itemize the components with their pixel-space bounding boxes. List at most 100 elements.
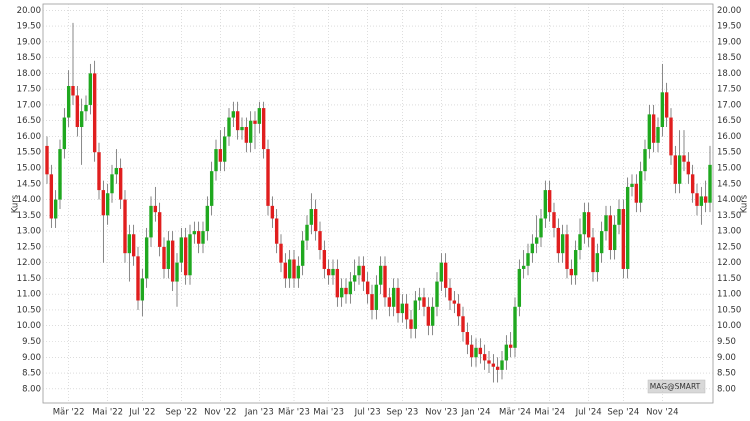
candle-body xyxy=(205,205,210,232)
y-tick-label-right: 17.50 xyxy=(717,85,741,95)
y-tick-label: 18.50 xyxy=(17,53,41,63)
candle-body xyxy=(595,253,600,273)
y-tick-label: 10.50 xyxy=(17,305,41,315)
candle-body xyxy=(690,174,695,194)
candle-body xyxy=(630,183,634,187)
candle-body xyxy=(643,149,647,172)
y-tick-label: 17.50 xyxy=(17,85,41,95)
candle-body xyxy=(339,287,344,298)
candle-body xyxy=(638,171,643,203)
candle-body xyxy=(682,155,686,162)
candle-body xyxy=(352,275,357,282)
y-tick-label-right: 16.50 xyxy=(717,116,741,126)
y-tick-label: 13.50 xyxy=(17,211,41,221)
y-tick-label: 15.50 xyxy=(17,148,41,158)
candle-body xyxy=(322,250,327,269)
candle-body xyxy=(413,300,418,329)
candle-body xyxy=(166,240,171,269)
candle-body xyxy=(539,218,543,238)
candle-body xyxy=(136,256,140,301)
candle-body xyxy=(422,297,426,307)
candle-body xyxy=(664,92,669,118)
candle-body xyxy=(175,262,179,282)
candle-body xyxy=(452,300,457,304)
candle-body xyxy=(248,120,253,143)
candle-body xyxy=(140,278,145,301)
candle-body xyxy=(686,161,691,175)
candle-body xyxy=(53,199,58,219)
candle-body xyxy=(62,117,67,150)
y-axis-label-right: Kurs xyxy=(740,194,750,213)
candle-body xyxy=(45,145,49,175)
candle-body xyxy=(409,319,413,329)
candles xyxy=(45,22,712,383)
candle-body xyxy=(608,215,613,251)
candle-body xyxy=(391,287,396,307)
y-tick-label-right: 17.00 xyxy=(717,100,741,110)
candle-body xyxy=(344,287,348,295)
candle-body xyxy=(66,86,71,118)
candle-body xyxy=(287,259,292,279)
watermark-box xyxy=(647,379,706,394)
candle-body xyxy=(621,209,626,269)
candle-body xyxy=(651,114,656,143)
y-tick-label-right: 13.50 xyxy=(717,211,741,221)
candle-body xyxy=(634,183,639,203)
y-tick-label: 12.00 xyxy=(17,258,41,268)
y-tick-label: 8.50 xyxy=(22,369,41,379)
candle-body xyxy=(383,265,387,298)
candle-body xyxy=(188,234,192,276)
grid xyxy=(43,4,713,403)
candle-body xyxy=(144,237,149,279)
candle-body xyxy=(192,231,197,235)
y-tick-label: 14.50 xyxy=(17,179,41,189)
candle-body xyxy=(543,190,548,219)
y-tick-label: 11.50 xyxy=(17,274,41,284)
y-tick-label-right: 14.50 xyxy=(717,179,741,189)
candle-body xyxy=(578,234,582,251)
y-tick-label: 8.00 xyxy=(22,384,41,394)
y-tick-label: 9.50 xyxy=(22,337,41,347)
y-tick-label-right: 9.00 xyxy=(717,353,736,363)
y-tick-label: 15.00 xyxy=(17,164,41,174)
y-tick-label-right: 15.50 xyxy=(717,148,741,158)
candle-body xyxy=(274,218,279,244)
candle-body xyxy=(153,205,158,213)
candle-body xyxy=(318,231,322,251)
candle-body xyxy=(261,108,266,150)
candle-body xyxy=(283,262,288,279)
x-tick-label: Mär '23 xyxy=(278,408,310,418)
candle-body xyxy=(101,190,106,216)
candle-body xyxy=(183,237,188,276)
x-tick-label: Sep '22 xyxy=(165,408,197,418)
candle-body xyxy=(617,209,621,225)
candle-body xyxy=(257,108,262,124)
candle-body xyxy=(673,155,678,184)
watermark: MAG@SMART xyxy=(650,382,701,391)
candle-body xyxy=(92,73,97,153)
candle-body xyxy=(703,196,708,203)
candle-body xyxy=(201,231,205,244)
x-tick-label: Jul '22 xyxy=(128,408,155,418)
candle-body xyxy=(547,190,552,213)
y-tick-label: 13.00 xyxy=(17,227,41,237)
candle-body xyxy=(677,155,682,184)
y-tick-label: 17.00 xyxy=(17,100,41,110)
y-axis-label: Kurs xyxy=(11,194,21,213)
candle-body xyxy=(699,196,704,206)
candle-body xyxy=(114,168,119,175)
y-tick-label-right: 19.50 xyxy=(717,22,741,32)
candle-body xyxy=(118,168,123,200)
candle-body xyxy=(400,303,405,314)
y-tick-label-right: 11.00 xyxy=(717,290,741,300)
candle-body xyxy=(231,111,236,118)
candle-body xyxy=(214,149,218,172)
candle-body xyxy=(266,149,270,206)
y-tick-label-right: 16.00 xyxy=(717,132,741,142)
candle-body xyxy=(218,149,223,162)
candle-body xyxy=(179,237,184,263)
candle-body xyxy=(417,297,422,301)
y-tick-label-right: 12.50 xyxy=(717,242,741,252)
candle-body xyxy=(131,234,136,257)
